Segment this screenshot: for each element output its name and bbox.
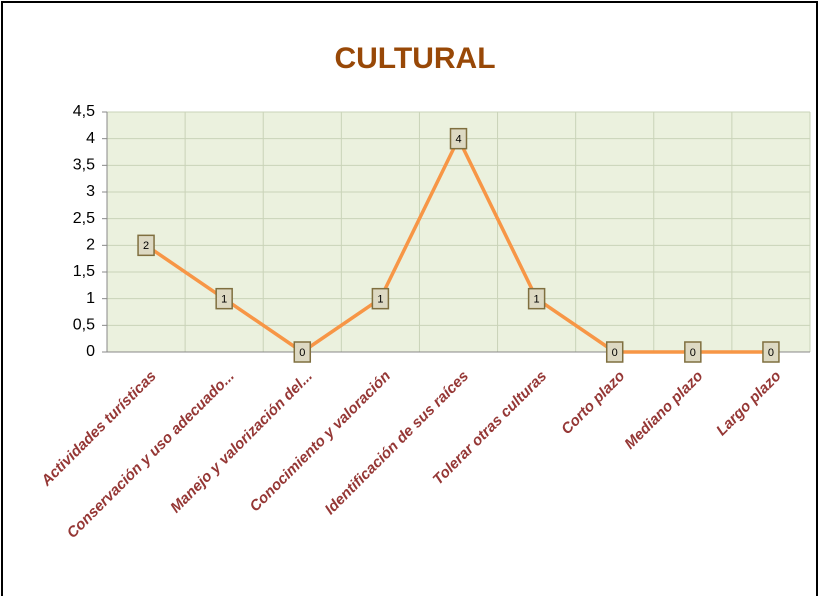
data-label: 1 [534, 294, 540, 306]
y-tick-label: 2,5 [73, 210, 95, 227]
data-label-box [449, 127, 468, 150]
y-tick-label: 2 [86, 237, 95, 254]
data-label: 0 [612, 347, 618, 359]
chart-title: CULTURAL [334, 42, 495, 75]
y-tick-label: 1,5 [73, 263, 95, 280]
y-tick-label: 3,5 [73, 157, 95, 174]
data-label: 1 [221, 294, 227, 306]
plot-area [107, 112, 810, 352]
data-label-box [137, 234, 155, 257]
data-label: 0 [690, 347, 696, 359]
y-tick-label: 1 [86, 290, 95, 307]
y-tick-label: 4 [86, 130, 95, 147]
data-label-box [215, 287, 233, 310]
data-label-box [605, 341, 624, 363]
y-tick-label: 3 [86, 183, 95, 200]
data-label-box [527, 287, 546, 310]
data-label: 1 [377, 294, 383, 306]
y-tick-label: 4,5 [73, 103, 95, 120]
data-label-box [293, 341, 312, 363]
data-label-box [684, 341, 702, 363]
y-tick-label: 0,5 [73, 317, 95, 334]
data-label-box [762, 341, 780, 363]
data-label: 2 [143, 240, 149, 252]
y-tick-label: 0 [86, 343, 95, 360]
data-label: 0 [768, 347, 774, 359]
data-label: 0 [299, 347, 305, 359]
data-label: 4 [455, 134, 461, 146]
data-label-box [371, 287, 390, 310]
